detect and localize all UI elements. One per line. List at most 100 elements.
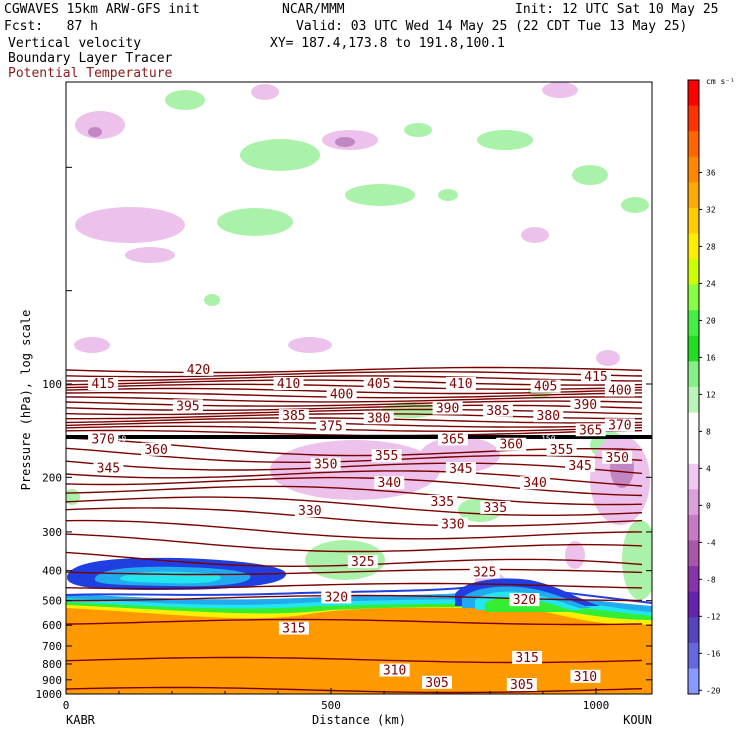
theta-contour xyxy=(66,476,643,497)
theta-label-bg xyxy=(520,476,551,490)
colorbar-label: -12 xyxy=(706,612,721,621)
colorbar-swatch xyxy=(688,489,699,516)
theta-contour xyxy=(66,485,643,506)
field-potential-temperature: Potential Temperature xyxy=(8,66,173,81)
y-tick-label: 1000 xyxy=(36,688,63,701)
theta-contour xyxy=(66,421,643,428)
theta-label: 365 xyxy=(441,432,464,447)
colorbar-label: 8 xyxy=(706,427,711,436)
theta-label: 310 xyxy=(574,670,597,685)
theta-label-bg xyxy=(422,675,452,689)
colorbar-swatch xyxy=(688,335,699,362)
theta-label-bg xyxy=(316,419,346,433)
boundary-layer-tracer xyxy=(66,557,652,694)
colorbar-unit: cm s⁻¹ xyxy=(706,77,735,86)
theta-contour xyxy=(66,460,643,475)
colorbar-swatch xyxy=(688,617,699,644)
theta-label: 350 xyxy=(314,458,337,473)
x-tick-label: 1000 xyxy=(583,699,610,712)
theta-label-bg xyxy=(310,457,341,471)
colorbar-swatch xyxy=(688,259,699,286)
colorbar-swatch xyxy=(688,233,699,260)
theta-label-bg xyxy=(278,409,309,423)
theta-label-bg xyxy=(432,401,463,415)
colorbar-swatch xyxy=(688,361,699,388)
theta-label: 320 xyxy=(325,590,348,605)
theta-label-bg xyxy=(602,450,633,464)
y-tick-label: 700 xyxy=(42,640,62,653)
colorbar-frame xyxy=(687,79,700,695)
field-boundary-layer-tracer: Boundary Layer Tracer xyxy=(8,51,173,66)
theta-label-bg xyxy=(88,432,119,446)
init-time: Init: 12 UTC Sat 10 May 25 xyxy=(515,2,719,17)
theta-label: 410 xyxy=(277,377,300,392)
line-label-small: 150 xyxy=(541,435,556,444)
colorbar-swatch xyxy=(688,182,699,209)
theta-contour xyxy=(66,400,643,407)
y-tick-label: 800 xyxy=(42,658,62,671)
theta-label-bg xyxy=(445,377,476,390)
theta-label: 325 xyxy=(351,555,374,570)
theta-contour xyxy=(66,533,643,553)
theta-label: 345 xyxy=(449,462,472,477)
theta-label: 305 xyxy=(510,678,533,693)
theta-label: 345 xyxy=(97,461,120,476)
theta-label-bg xyxy=(321,590,352,604)
colorbar-label: 12 xyxy=(706,390,716,399)
y-tick-label: 200 xyxy=(42,471,62,484)
x-tick-label: 500 xyxy=(321,699,341,712)
theta-label-bg xyxy=(496,437,527,451)
colorbar-label: 28 xyxy=(706,242,716,251)
x-axis-label: Distance (km) xyxy=(312,713,406,727)
theta-label: 340 xyxy=(523,476,546,491)
theta-label-bg xyxy=(437,517,468,531)
theta-contour xyxy=(66,656,643,664)
theta-label: 400 xyxy=(330,387,353,402)
xy-coordinates: XY= 187.4,173.8 to 191.8,100.1 xyxy=(270,36,505,51)
colorbar-swatch xyxy=(688,591,699,618)
theta-label: 335 xyxy=(431,495,454,510)
theta-label-bg xyxy=(326,387,357,401)
theta-label-bg xyxy=(93,461,124,475)
y-tick-label: 300 xyxy=(42,526,62,539)
theta-contour xyxy=(66,429,643,437)
colorbar-swatch xyxy=(688,131,699,158)
theta-label: 325 xyxy=(473,565,496,580)
theta-label-bg xyxy=(509,593,540,607)
theta-label: 335 xyxy=(484,501,507,516)
theta-label-bg xyxy=(183,362,214,376)
theta-label: 405 xyxy=(534,380,557,395)
theta-label-bg xyxy=(512,650,543,664)
colorbar-swatch xyxy=(688,80,699,107)
theta-label: 310 xyxy=(383,664,406,679)
colorbar-swatch xyxy=(688,642,699,669)
colorbar-label: 0 xyxy=(706,501,711,510)
theta-contour xyxy=(66,375,642,382)
vertical-velocity-down-regions xyxy=(74,82,650,588)
theta-label-bg xyxy=(570,398,601,412)
theta-label: 320 xyxy=(513,593,536,608)
theta-label-bg xyxy=(533,409,564,423)
theta-label: 370 xyxy=(91,432,114,447)
left-endpoint-label: KABR xyxy=(66,713,96,727)
theta-label: 365 xyxy=(579,423,602,438)
right-endpoint-label: KOUN xyxy=(623,713,652,727)
colorbar-swatch xyxy=(688,387,699,414)
theta-label: 315 xyxy=(515,651,538,666)
theta-label: 385 xyxy=(282,409,305,424)
theta-label: 410 xyxy=(449,377,472,392)
theta-label: 330 xyxy=(441,518,464,533)
theta-label: 385 xyxy=(486,404,509,419)
theta-label: 355 xyxy=(550,443,573,458)
theta-label: 415 xyxy=(584,370,607,385)
org-label: NCAR/MMM xyxy=(282,2,345,17)
theta-label-bg xyxy=(506,677,537,691)
colorbar-swatch xyxy=(688,105,699,132)
theta-label: 405 xyxy=(367,377,390,392)
theta-label-bg xyxy=(363,377,394,390)
theta-label: 395 xyxy=(176,399,199,414)
field-vertical-velocity: Vertical velocity xyxy=(8,36,142,51)
theta-label: 340 xyxy=(378,476,401,491)
theta-label: 360 xyxy=(499,438,522,453)
